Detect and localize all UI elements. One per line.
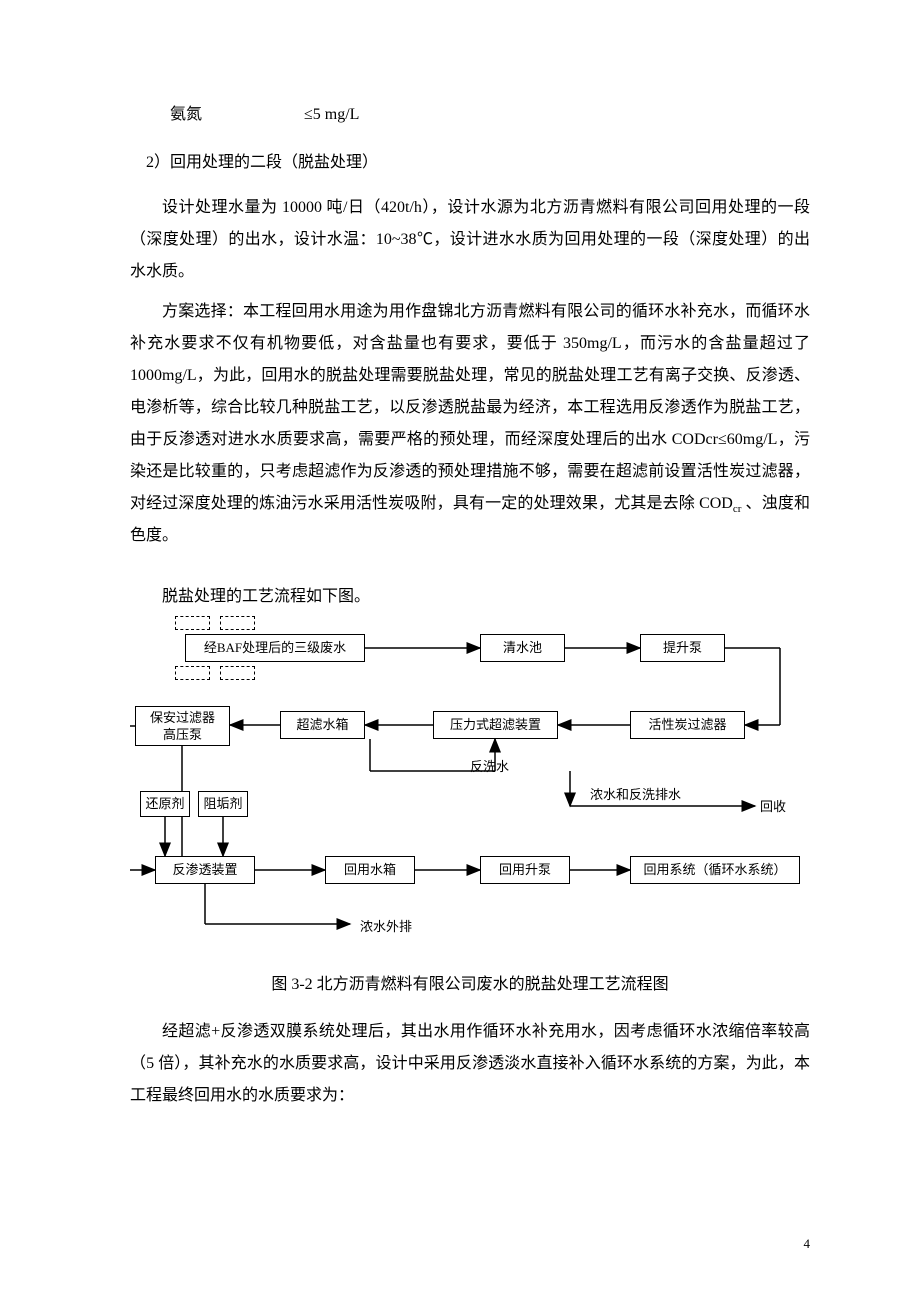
flowchart-dashbox-3 <box>220 666 255 680</box>
flowchart-node-hyxt: 回用系统（循环水系统） <box>630 856 800 884</box>
spec-value: ≤5 mg/L <box>304 106 359 123</box>
flowchart-node-hxtg: 活性炭过滤器 <box>630 711 745 739</box>
flowchart-dashbox-1 <box>220 616 255 630</box>
flowchart-dashbox-2 <box>175 666 210 680</box>
flowchart-node-hysb: 回用升泵 <box>480 856 570 884</box>
spec-line: 氨氮 ≤5 mg/L <box>170 100 810 124</box>
page-number: 4 <box>804 1236 811 1252</box>
flowchart-dashbox-0 <box>175 616 210 630</box>
paragraph-scheme: 方案选择：本工程回用水用途为用作盘锦北方沥青燃料有限公司的循环水补充水，而循环水… <box>130 296 810 552</box>
flowchart-label-fxs: 反洗水 <box>470 756 509 775</box>
flowchart-diagram: 经BAF处理后的三级废水 清水池 提升泵保安过滤器高压泵 超滤水箱 压力式超滤装置 活性炭… <box>130 616 810 956</box>
spec-label: 氨氮 <box>170 100 300 124</box>
flowchart-node-bagp: 保安过滤器高压泵 <box>135 706 230 746</box>
flowchart-node-tsb: 提升泵 <box>640 634 725 662</box>
section-2-title: 2）回用处理的二段（脱盐处理） <box>146 148 810 172</box>
paragraph-design: 设计处理水量为 10000 吨/日（420t/h），设计水源为北方沥青燃料有限公… <box>130 192 810 288</box>
diagram-intro: 脱盐处理的工艺流程如下图。 <box>130 582 810 606</box>
flowchart-label-nswp: 浓水外排 <box>360 916 412 935</box>
flowchart-node-cssx: 超滤水箱 <box>280 711 365 739</box>
flowchart-node-ylscf: 压力式超滤装置 <box>433 711 558 739</box>
figure-title: 图 3-2 北方沥青燃料有限公司废水的脱盐处理工艺流程图 <box>130 970 810 994</box>
flowchart-node-hysx: 回用水箱 <box>325 856 415 884</box>
flowchart-node-baf: 经BAF处理后的三级废水 <box>185 634 365 662</box>
flowchart-label-nshfs: 浓水和反洗排水 <box>590 784 681 803</box>
flowchart-label-hs: 回收 <box>760 796 786 815</box>
flowchart-node-qsc: 清水池 <box>480 634 565 662</box>
flowchart-node-fszz: 反渗透装置 <box>155 856 255 884</box>
paragraph-scheme-a: 方案选择：本工程回用水用途为用作盘锦北方沥青燃料有限公司的循环水补充水，而循环水… <box>130 303 810 512</box>
flowchart-node-zgj: 阻垢剂 <box>198 791 248 817</box>
flowchart-node-hyj: 还原剂 <box>140 791 190 817</box>
paragraph-after-figure: 经超滤+反渗透双膜系统处理后，其出水用作循环水补充用水，因考虑循环水浓缩倍率较高… <box>130 1016 810 1112</box>
